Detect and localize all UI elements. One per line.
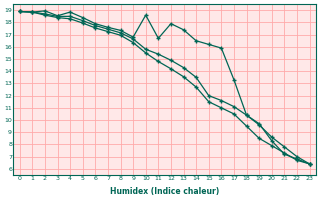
- X-axis label: Humidex (Indice chaleur): Humidex (Indice chaleur): [110, 187, 219, 196]
